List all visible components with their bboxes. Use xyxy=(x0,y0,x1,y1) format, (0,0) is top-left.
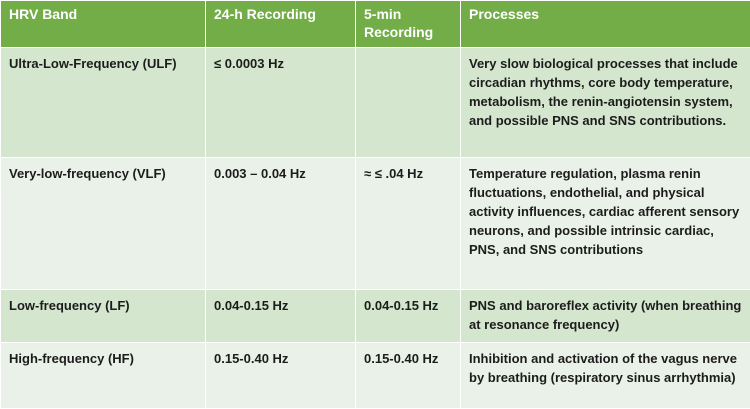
header-cell: 24-h Recording xyxy=(205,0,356,48)
header-cell: 5-min Recording xyxy=(355,0,461,48)
table-cell: High-frequency (HF) xyxy=(0,342,206,409)
table-row: Ultra-Low-Frequency (ULF) ≤ 0.0003 Hz Very… xyxy=(0,47,750,158)
table-cell: Low-frequency (LF) xyxy=(0,289,206,343)
table-cell: 0.003 – 0.04 Hz xyxy=(205,157,356,290)
header-row: HRV Band 24-h Recording 5-min Recording Pro… xyxy=(0,0,750,48)
table-cell: PNS and baroreflex activity (when breath… xyxy=(460,289,750,343)
table-cell: 0.04-0.15 Hz xyxy=(355,289,461,343)
table-cell: 0.15-0.40 Hz xyxy=(355,342,461,409)
table-cell: Inhibition and activation of the vagus n… xyxy=(460,342,750,409)
table-cell: ≤ 0.0003 Hz xyxy=(205,47,356,158)
header-cell: Processes xyxy=(460,0,750,48)
table-cell: Very-low-frequency (VLF) xyxy=(0,157,206,290)
table-body: Ultra-Low-Frequency (ULF) ≤ 0.0003 Hz Very… xyxy=(0,47,750,409)
table-row: Low-frequency (LF) 0.04-0.15 Hz 0.04-0.15 … xyxy=(0,289,750,343)
table-cell: 0.04-0.15 Hz xyxy=(205,289,356,343)
table-row: Very-low-frequency (VLF) 0.003 – 0.04 Hz ≈… xyxy=(0,157,750,290)
table-cell xyxy=(355,47,461,158)
table-row: High-frequency (HF) 0.15-0.40 Hz 0.15-0.40… xyxy=(0,342,750,409)
table-cell: Very slow biological processes that incl… xyxy=(460,47,750,158)
header-cell: HRV Band xyxy=(0,0,206,48)
table-cell: ≈ ≤ .04 Hz xyxy=(355,157,461,290)
table-cell: Temperature regulation, plasma renin flu… xyxy=(460,157,750,290)
table-cell: 0.15-0.40 Hz xyxy=(205,342,356,409)
table-cell: Ultra-Low-Frequency (ULF) xyxy=(0,47,206,158)
